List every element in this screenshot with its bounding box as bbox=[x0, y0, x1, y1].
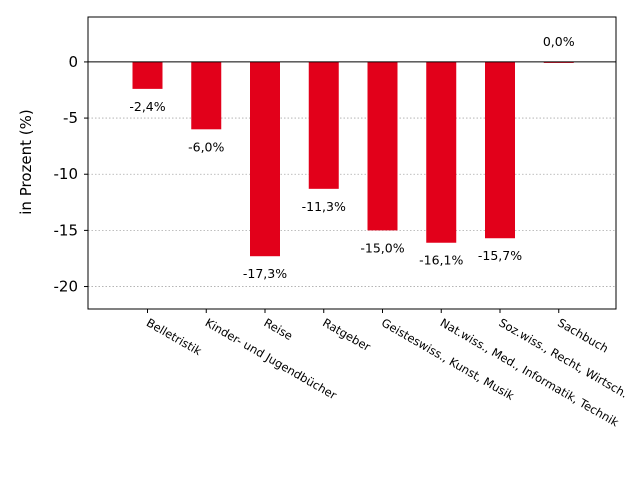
plot-frame bbox=[87, 16, 617, 310]
data-label: -15,7% bbox=[478, 248, 522, 263]
bar bbox=[308, 61, 339, 189]
category-label: Belletristik bbox=[144, 315, 204, 358]
data-labels: -2,4% -6,0% -17,3% -11,3% -15,0% -16,1% -15,7%… bbox=[129, 34, 574, 281]
data-label: -11,3% bbox=[302, 199, 346, 214]
data-label: -2,4% bbox=[129, 99, 165, 114]
y-axis-ticks: 0 -5 -10 -15 -20 bbox=[54, 53, 88, 296]
data-label: 0,0% bbox=[543, 34, 575, 49]
category-label: Reise bbox=[262, 315, 296, 343]
bars bbox=[132, 61, 574, 257]
gridlines bbox=[88, 117, 616, 287]
bar bbox=[250, 61, 280, 257]
data-label: -15,0% bbox=[360, 240, 404, 255]
data-label: -6,0% bbox=[188, 139, 224, 154]
category-label: Ratgeber bbox=[320, 315, 373, 354]
bar bbox=[485, 61, 515, 239]
bar bbox=[367, 61, 398, 231]
y-tick-label: -10 bbox=[54, 165, 79, 183]
data-label: -17,3% bbox=[243, 266, 287, 281]
y-tick-label: -5 bbox=[63, 109, 78, 127]
y-axis-label: in Prozent (%) bbox=[17, 109, 35, 214]
data-label: -16,1% bbox=[419, 253, 463, 268]
y-tick-label: -15 bbox=[54, 221, 79, 239]
y-tick-label: -20 bbox=[54, 278, 79, 296]
y-tick-label: 0 bbox=[68, 53, 78, 71]
bar bbox=[191, 61, 222, 130]
bar bbox=[132, 61, 163, 89]
bar bbox=[426, 61, 457, 243]
